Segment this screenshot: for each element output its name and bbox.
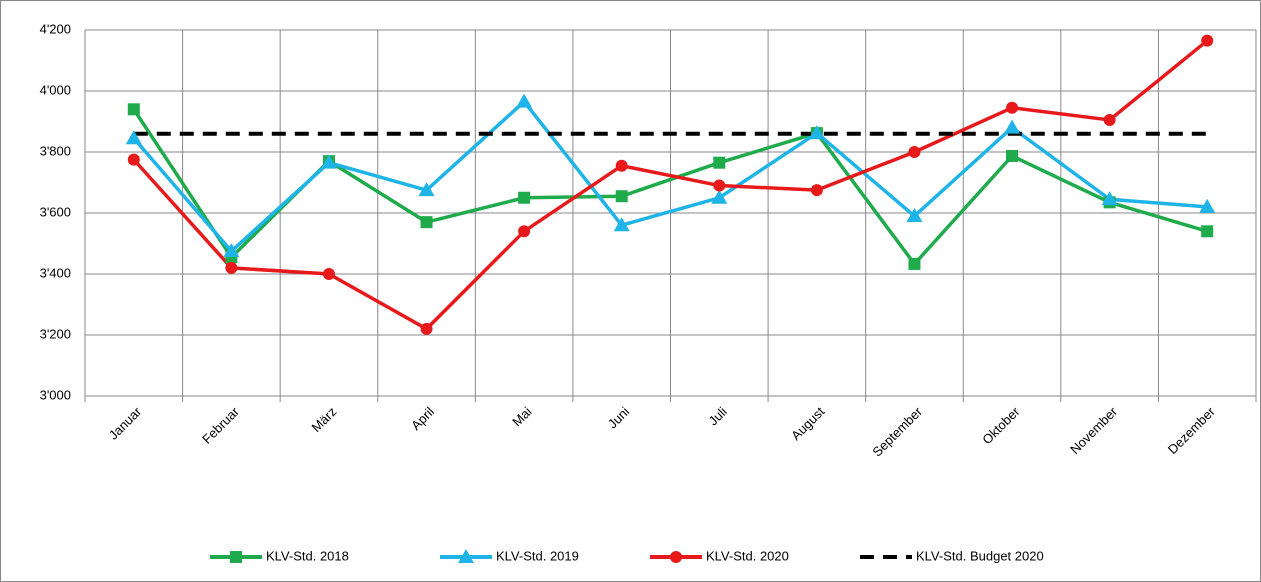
marker	[127, 153, 140, 166]
marker	[420, 216, 433, 229]
marker	[225, 261, 238, 274]
marker	[1199, 198, 1216, 213]
y-tick-label: 3'600	[40, 204, 71, 219]
marker	[1201, 225, 1214, 238]
series-1	[132, 99, 1208, 254]
legend-marker	[458, 549, 474, 563]
marker	[320, 154, 337, 169]
marker	[125, 130, 142, 145]
marker	[711, 189, 728, 204]
marker	[516, 93, 533, 108]
line	[132, 99, 1208, 254]
marker	[1004, 119, 1021, 134]
marker	[1201, 34, 1214, 47]
marker	[613, 217, 630, 232]
marker	[518, 191, 531, 204]
marker	[322, 268, 335, 280]
legend-label: KLV-Std. 2020	[706, 548, 789, 563]
marker	[1101, 191, 1118, 206]
legend-label: KLV-Std. 2018	[266, 548, 349, 563]
marker	[518, 225, 531, 238]
marker	[615, 159, 628, 172]
legend-marker	[670, 551, 682, 563]
marker	[223, 243, 240, 258]
marker	[1103, 113, 1116, 126]
legend-marker	[230, 551, 242, 563]
marker	[808, 125, 825, 140]
marker	[908, 146, 921, 158]
legend-label: KLV-Std. 2019	[496, 548, 579, 563]
y-tick-label: 3'800	[40, 143, 71, 158]
marker	[127, 103, 140, 116]
y-tick-label: 3'400	[40, 265, 71, 280]
y-tick-label: 4'200	[40, 21, 71, 36]
y-tick-label: 3'000	[40, 387, 71, 402]
marker	[418, 182, 435, 197]
series-2	[132, 39, 1209, 332]
marker	[1006, 101, 1019, 114]
marker	[908, 257, 921, 270]
legend-label: KLV-Std. Budget 2020	[916, 548, 1044, 563]
marker	[615, 190, 628, 203]
marker	[713, 156, 726, 169]
marker	[713, 179, 726, 192]
marker	[1006, 149, 1019, 162]
y-tick-label: 3'200	[40, 326, 71, 341]
marker	[906, 208, 923, 223]
marker	[420, 322, 433, 335]
line	[132, 39, 1209, 332]
marker	[810, 184, 823, 197]
y-tick-label: 4'000	[40, 82, 71, 97]
